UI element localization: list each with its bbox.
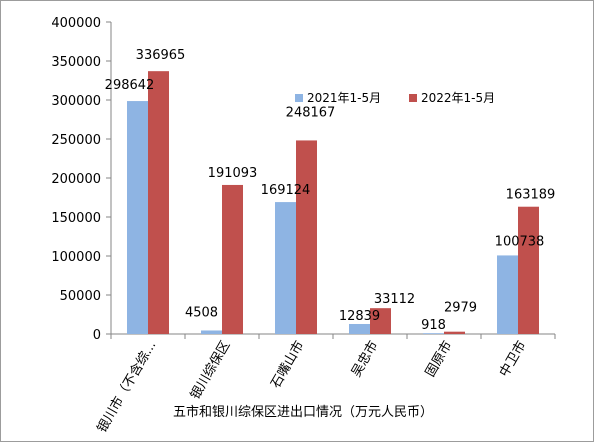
x-category-label: 中卫市	[496, 338, 529, 380]
bar-2022	[222, 184, 243, 334]
x-axis: 银川市（不含综... 银川综保区 石嘴山市 吴忠市 固原市 中卫市	[94, 333, 556, 436]
bar-2022	[296, 140, 317, 334]
y-tick-label: 100000	[51, 250, 101, 265]
bar-2021	[127, 101, 148, 335]
y-axis: 0 50000 100000 150000 200000 250000 300000 3500…	[51, 16, 112, 343]
bar-2021	[201, 330, 222, 334]
bar-2021	[275, 202, 296, 334]
data-label: 918	[421, 318, 446, 333]
bar-2021	[497, 255, 518, 334]
legend-label: 2022年1-5月	[421, 91, 495, 105]
y-tick-label: 300000	[51, 94, 101, 109]
x-category-label: 石嘴山市	[268, 338, 308, 391]
data-label: 169124	[261, 183, 311, 198]
y-tick-label: 250000	[51, 133, 101, 148]
y-tick-label: 400000	[51, 16, 101, 31]
data-label: 298642	[105, 78, 155, 93]
data-label: 336965	[136, 48, 186, 63]
data-label: 248167	[286, 105, 336, 120]
y-tick-label: 200000	[51, 172, 101, 187]
legend-label: 2021年1-5月	[307, 91, 381, 105]
legend-swatch	[295, 94, 303, 102]
x-axis-title: 五市和银川综保区进出口情况（万元人民币）	[173, 404, 433, 420]
x-category-label: 银川市（不含综...	[94, 338, 160, 436]
y-tick-label: 0	[93, 328, 101, 343]
data-labels: 298642 4508 169124 12839 918 100738 336965 1910…	[105, 48, 556, 333]
legend: 2021年1-5月 2022年1-5月	[295, 91, 495, 105]
x-category-label: 固原市	[422, 338, 455, 380]
data-label: 191093	[208, 166, 258, 181]
x-category-label: 吴忠市	[348, 338, 381, 380]
bar-2022	[148, 71, 169, 334]
y-tick-label: 50000	[60, 289, 101, 304]
bar-2021	[349, 323, 370, 334]
data-label: 163189	[506, 188, 556, 203]
bar-2022	[518, 206, 539, 334]
bar-2022	[444, 331, 465, 334]
bar-2022	[370, 308, 391, 334]
y-tick-label: 350000	[51, 55, 101, 70]
x-category-label: 银川综保区	[188, 339, 233, 403]
legend-swatch	[409, 94, 417, 102]
data-label: 4508	[185, 305, 218, 320]
data-label: 2979	[444, 301, 477, 316]
data-label: 100738	[495, 234, 545, 249]
data-label: 33112	[374, 292, 415, 307]
data-label: 12839	[339, 309, 380, 324]
bar-2021	[423, 333, 444, 334]
y-tick-label: 150000	[51, 211, 101, 226]
bars	[127, 71, 539, 335]
